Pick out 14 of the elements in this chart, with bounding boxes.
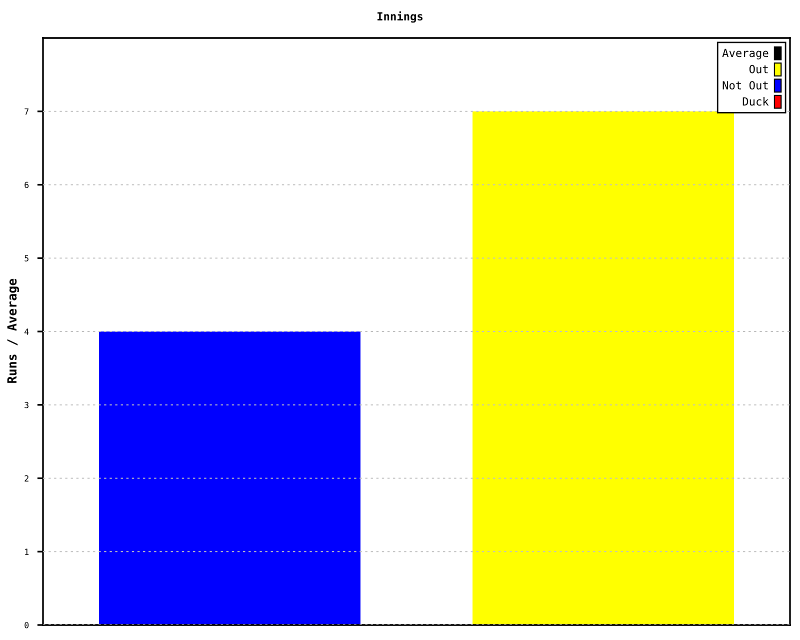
y-tick-label: 2 (24, 475, 28, 482)
legend-label: Average (722, 48, 768, 60)
legend-label: Not Out (722, 81, 768, 90)
y-tick-label: 0 (24, 622, 29, 628)
y-tick-label: 7 (24, 108, 28, 115)
legend-label: Duck (742, 97, 769, 106)
y-tick-label: 5 (24, 255, 28, 262)
chart-title: Innings (378, 11, 423, 23)
y-tick-label: 4 (24, 328, 29, 335)
y-tick-label: 1 (25, 548, 29, 555)
legend-label: Out (749, 64, 768, 74)
y-tick-label: 3 (24, 402, 28, 408)
y-tick-label: 6 (24, 182, 29, 188)
y-axis-title: Runs / Average (7, 278, 20, 383)
